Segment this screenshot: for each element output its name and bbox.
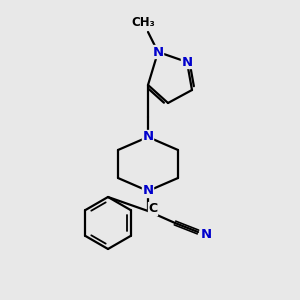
Text: N: N	[142, 130, 154, 143]
Text: N: N	[182, 56, 193, 68]
Text: N: N	[142, 184, 154, 197]
Text: N: N	[152, 46, 164, 59]
Text: N: N	[200, 227, 211, 241]
Text: C: C	[148, 202, 158, 215]
Text: CH₃: CH₃	[131, 16, 155, 29]
